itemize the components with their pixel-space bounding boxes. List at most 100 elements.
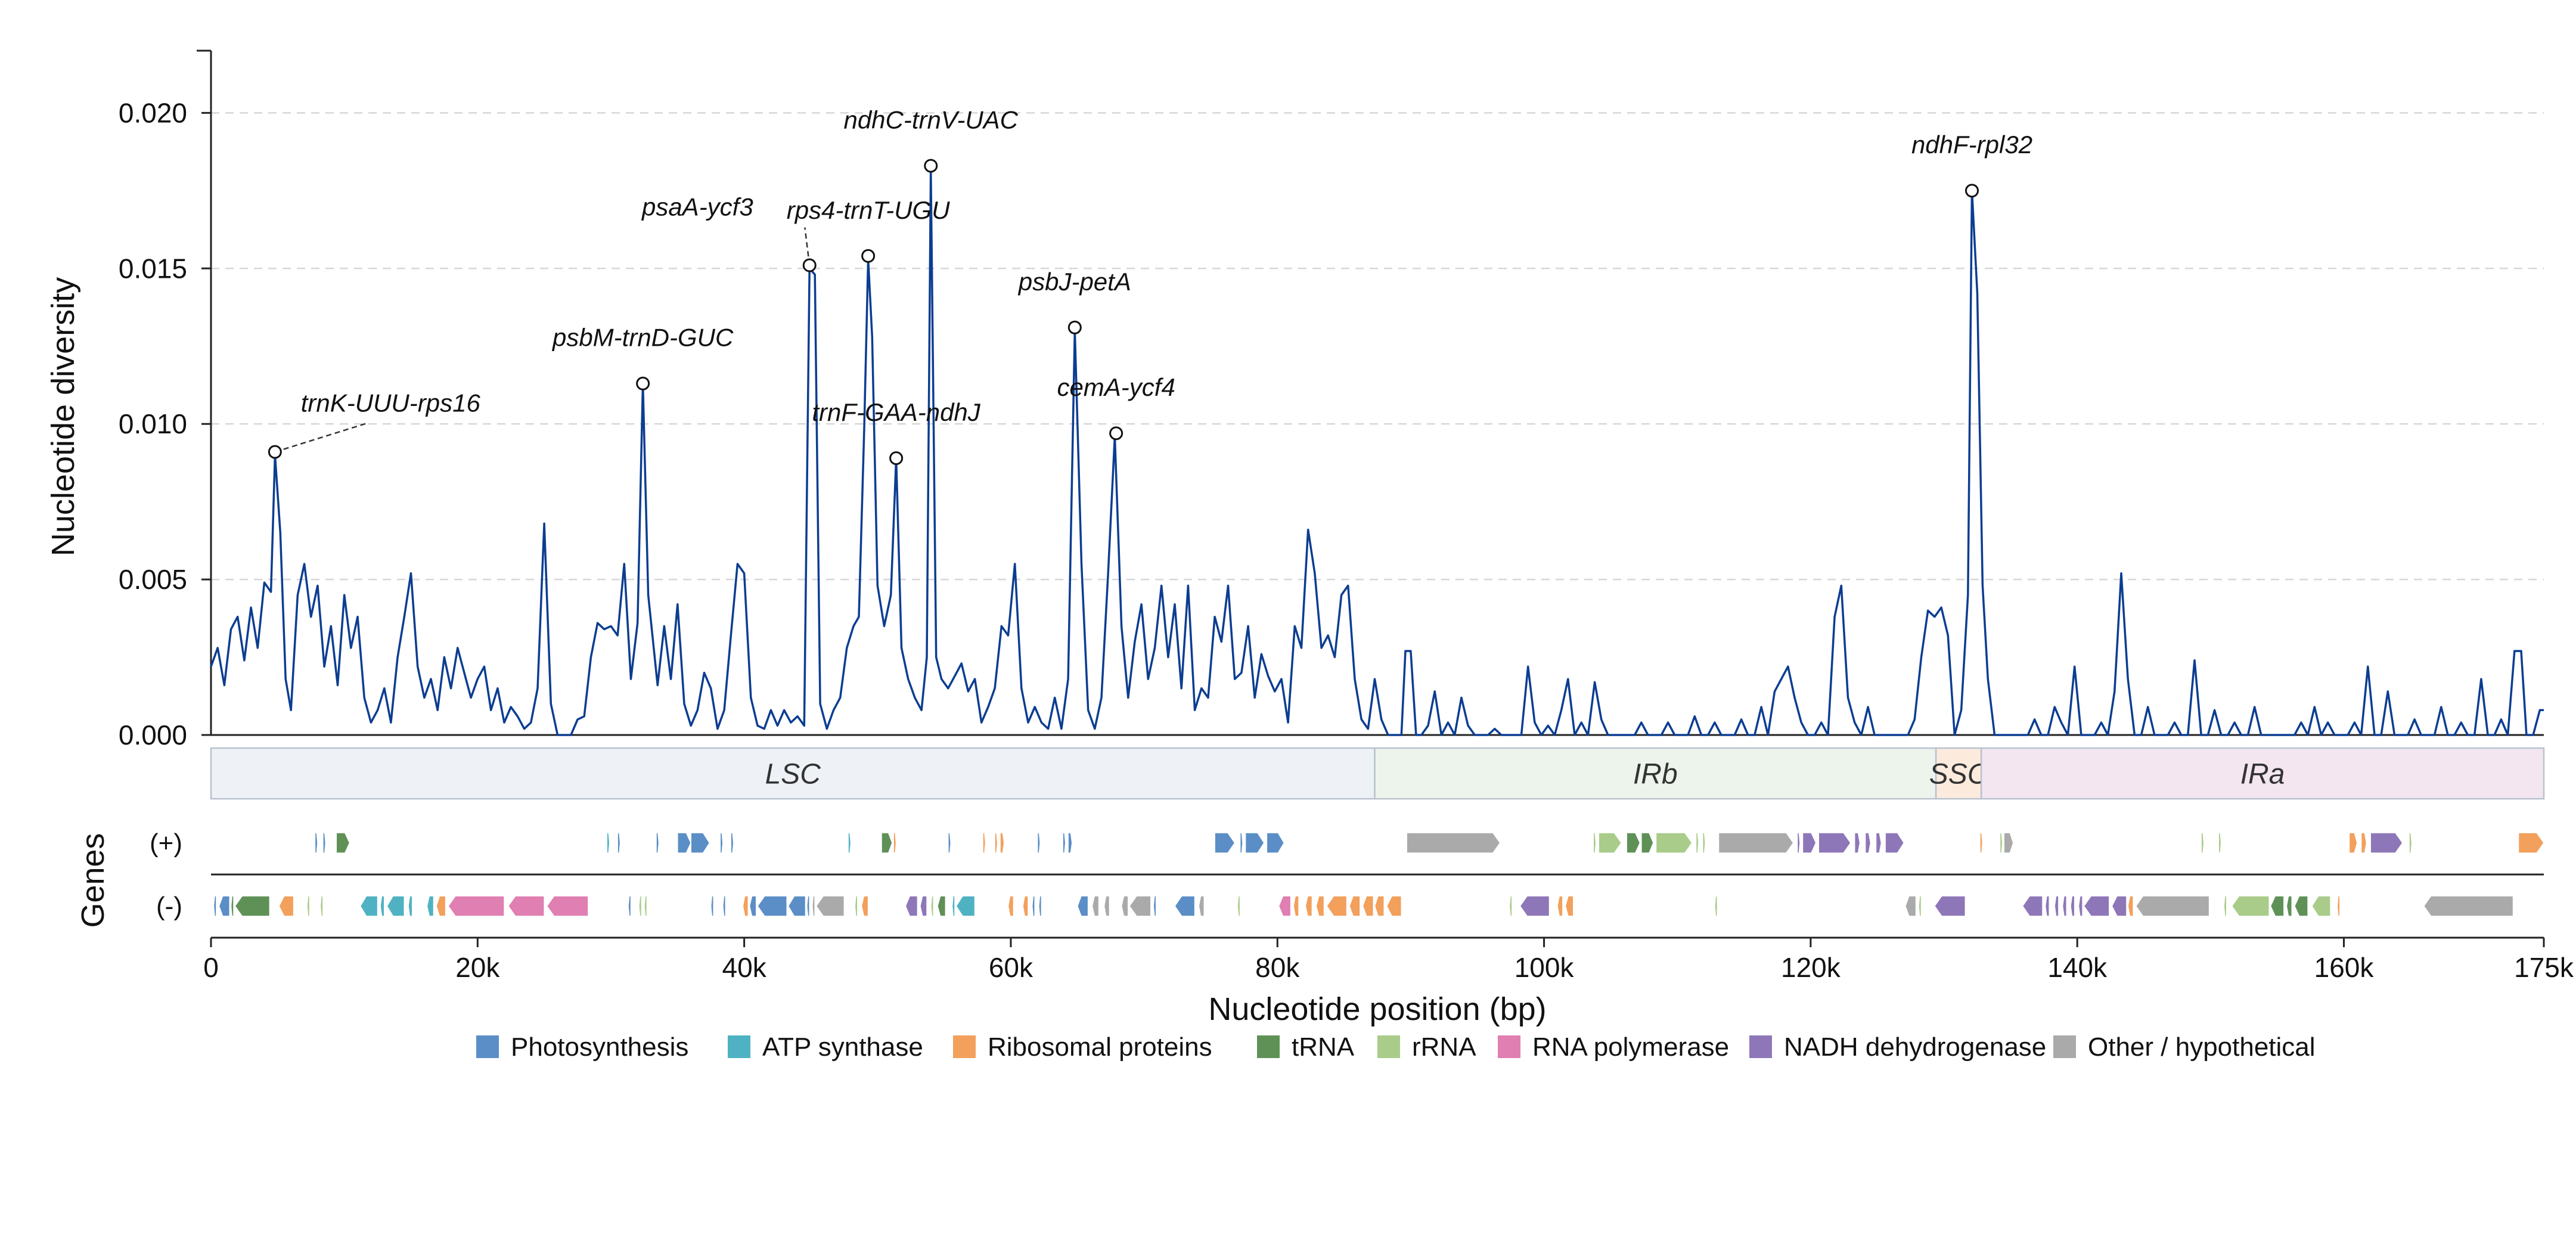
minus-strand-gene: [2135, 895, 2210, 917]
plus-strand-gene: [1875, 832, 1882, 854]
minus-strand-gene: [1305, 895, 1313, 917]
gridlines: [211, 112, 2544, 581]
minus-strand-gene: [2070, 895, 2075, 917]
minus-strand-gene: [811, 895, 815, 917]
plus-strand-gene: [2348, 832, 2358, 854]
minus-strand-gene: [644, 895, 648, 917]
plus-strand-gene: [893, 832, 897, 854]
region-block-ssc: [1935, 747, 1982, 800]
position-axis: 0 20k 40k 60k 80k 100k 120k 140k 160k 175k Nucleot…: [203, 936, 2574, 1027]
plus-strand-gene: [1718, 832, 1794, 854]
plus-strand-gene: [1854, 832, 1861, 854]
peak-label: trnK-UUU-rps16: [301, 389, 481, 417]
x-tick-label: 40k: [722, 952, 767, 983]
minus-strand-gene: [2270, 895, 2285, 917]
minus-strand-gene: [2311, 895, 2331, 917]
x-tick-label: 160k: [2314, 952, 2375, 983]
minus-strand-gene: [722, 895, 727, 917]
minus-strand-gene: [1509, 895, 1513, 917]
plus-strand-gene: [617, 832, 621, 854]
plus-strand-gene: [690, 832, 710, 854]
y-tick-label: 0.020: [119, 97, 187, 128]
plus-strand-gene: [314, 832, 318, 854]
plus-strand-gene: [2518, 832, 2544, 854]
peak-marker: [268, 445, 282, 459]
legend-swatch: [728, 1035, 750, 1058]
minus-strand-gene: [380, 895, 385, 917]
x-axis-label: Nucleotide position (bp): [1208, 991, 1546, 1027]
minus-strand-gene: [2286, 895, 2293, 917]
minus-strand-gene: [218, 895, 231, 917]
minus-strand-gene: [1349, 895, 1361, 917]
legend-label: Photosynthesis: [511, 1032, 688, 1062]
plus-strand-gene: [1244, 832, 1265, 854]
plus-strand-gene: [1655, 832, 1693, 854]
peak-marker: [889, 451, 904, 466]
plus-strand-gene: [656, 832, 660, 854]
plus-strand-gene: [1885, 832, 1905, 854]
plus-strand-gene: [1999, 832, 2003, 854]
legend-swatch: [953, 1035, 976, 1058]
minus-strand-gene: [787, 895, 806, 917]
minus-strand-gene: [1904, 895, 1917, 917]
minus-strand-gene: [2111, 895, 2127, 917]
region-block-irb: [1374, 747, 1937, 800]
y-tick-label: 0.015: [119, 253, 187, 284]
minus-strand-gene: [278, 895, 294, 917]
minus-strand-gene: [546, 895, 589, 917]
minus-strand-gene: [1714, 895, 1718, 917]
x-tick-label: 20k: [455, 952, 500, 983]
legend-swatch: [1257, 1035, 1280, 1058]
minus-strand-gene: [1121, 895, 1129, 917]
plus-strand-gene: [2201, 832, 2205, 854]
minus-strand-gene: [1374, 895, 1385, 917]
plus-strand-gene: [1702, 832, 1706, 854]
genome-regions-bar: LSC IRb SSC IRa: [210, 747, 2545, 800]
minus-strand-gene: [1174, 895, 1196, 917]
minus-strand-gene: [1038, 895, 1042, 917]
legend-label: RNA polymerase: [1532, 1032, 1729, 1062]
minus-strand-gene: [2022, 895, 2043, 917]
peak-marker: [861, 249, 876, 263]
peak-label: psbJ-petA: [1017, 268, 1131, 296]
minus-strand-gene: [742, 895, 749, 917]
minus-strand-gene: [806, 895, 810, 917]
plus-strand-gene: [2409, 832, 2413, 854]
plus-strand-gene: [1062, 832, 1066, 854]
legend-label: NADH dehydrogenase: [1784, 1032, 2046, 1062]
peak-marker: [802, 258, 817, 272]
minus-strand-gene: [1022, 895, 1029, 917]
minus-strand-gene: [234, 895, 271, 917]
minus-strand-gene: [2336, 895, 2341, 917]
minus-strand-gene: [955, 895, 976, 917]
minus-strand-gene: [408, 895, 413, 917]
minus-strand-gene: [1933, 895, 1966, 917]
minus-strand-gene: [230, 895, 234, 917]
peak-label: rps4-trnT-UGU: [787, 196, 950, 224]
x-tick-label: 175k: [2514, 952, 2574, 983]
minus-strand-gene: [1076, 895, 1089, 917]
gene-category-legend: Photosynthesis ATP synthase Ribosomal prot…: [476, 1032, 2316, 1062]
peak-label: psbM-trnD-GUC: [551, 324, 734, 352]
x-tick-label: 60k: [989, 952, 1033, 983]
minus-strand-gene: [710, 895, 714, 917]
peak-marker: [1965, 184, 1979, 198]
minus-strand-gene: [1103, 895, 1110, 917]
minus-strand-gene: [2083, 895, 2110, 917]
legend-swatch: [476, 1035, 499, 1058]
peak-leader-line: [274, 423, 367, 453]
minus-strand-gene: [426, 895, 434, 917]
plus-strand-gene: [982, 832, 986, 854]
minus-strand-gene: [213, 895, 217, 917]
plus-strand-gene: [1802, 832, 1817, 854]
minus-strand-gene: [861, 895, 869, 917]
plus-strand-gene: [1864, 832, 1872, 854]
minus-strand-gene: [2293, 895, 2308, 917]
minus-strand-label: (-): [156, 892, 182, 921]
plus-strand-gene: [322, 832, 327, 854]
plus-strand-gene: [848, 832, 852, 854]
region-block-lsc: [210, 747, 1376, 800]
minus-strand-gene: [436, 895, 446, 917]
plus-strand-gene: [1695, 832, 1699, 854]
peak-label: ndhC-trnV-UAC: [843, 106, 1018, 134]
